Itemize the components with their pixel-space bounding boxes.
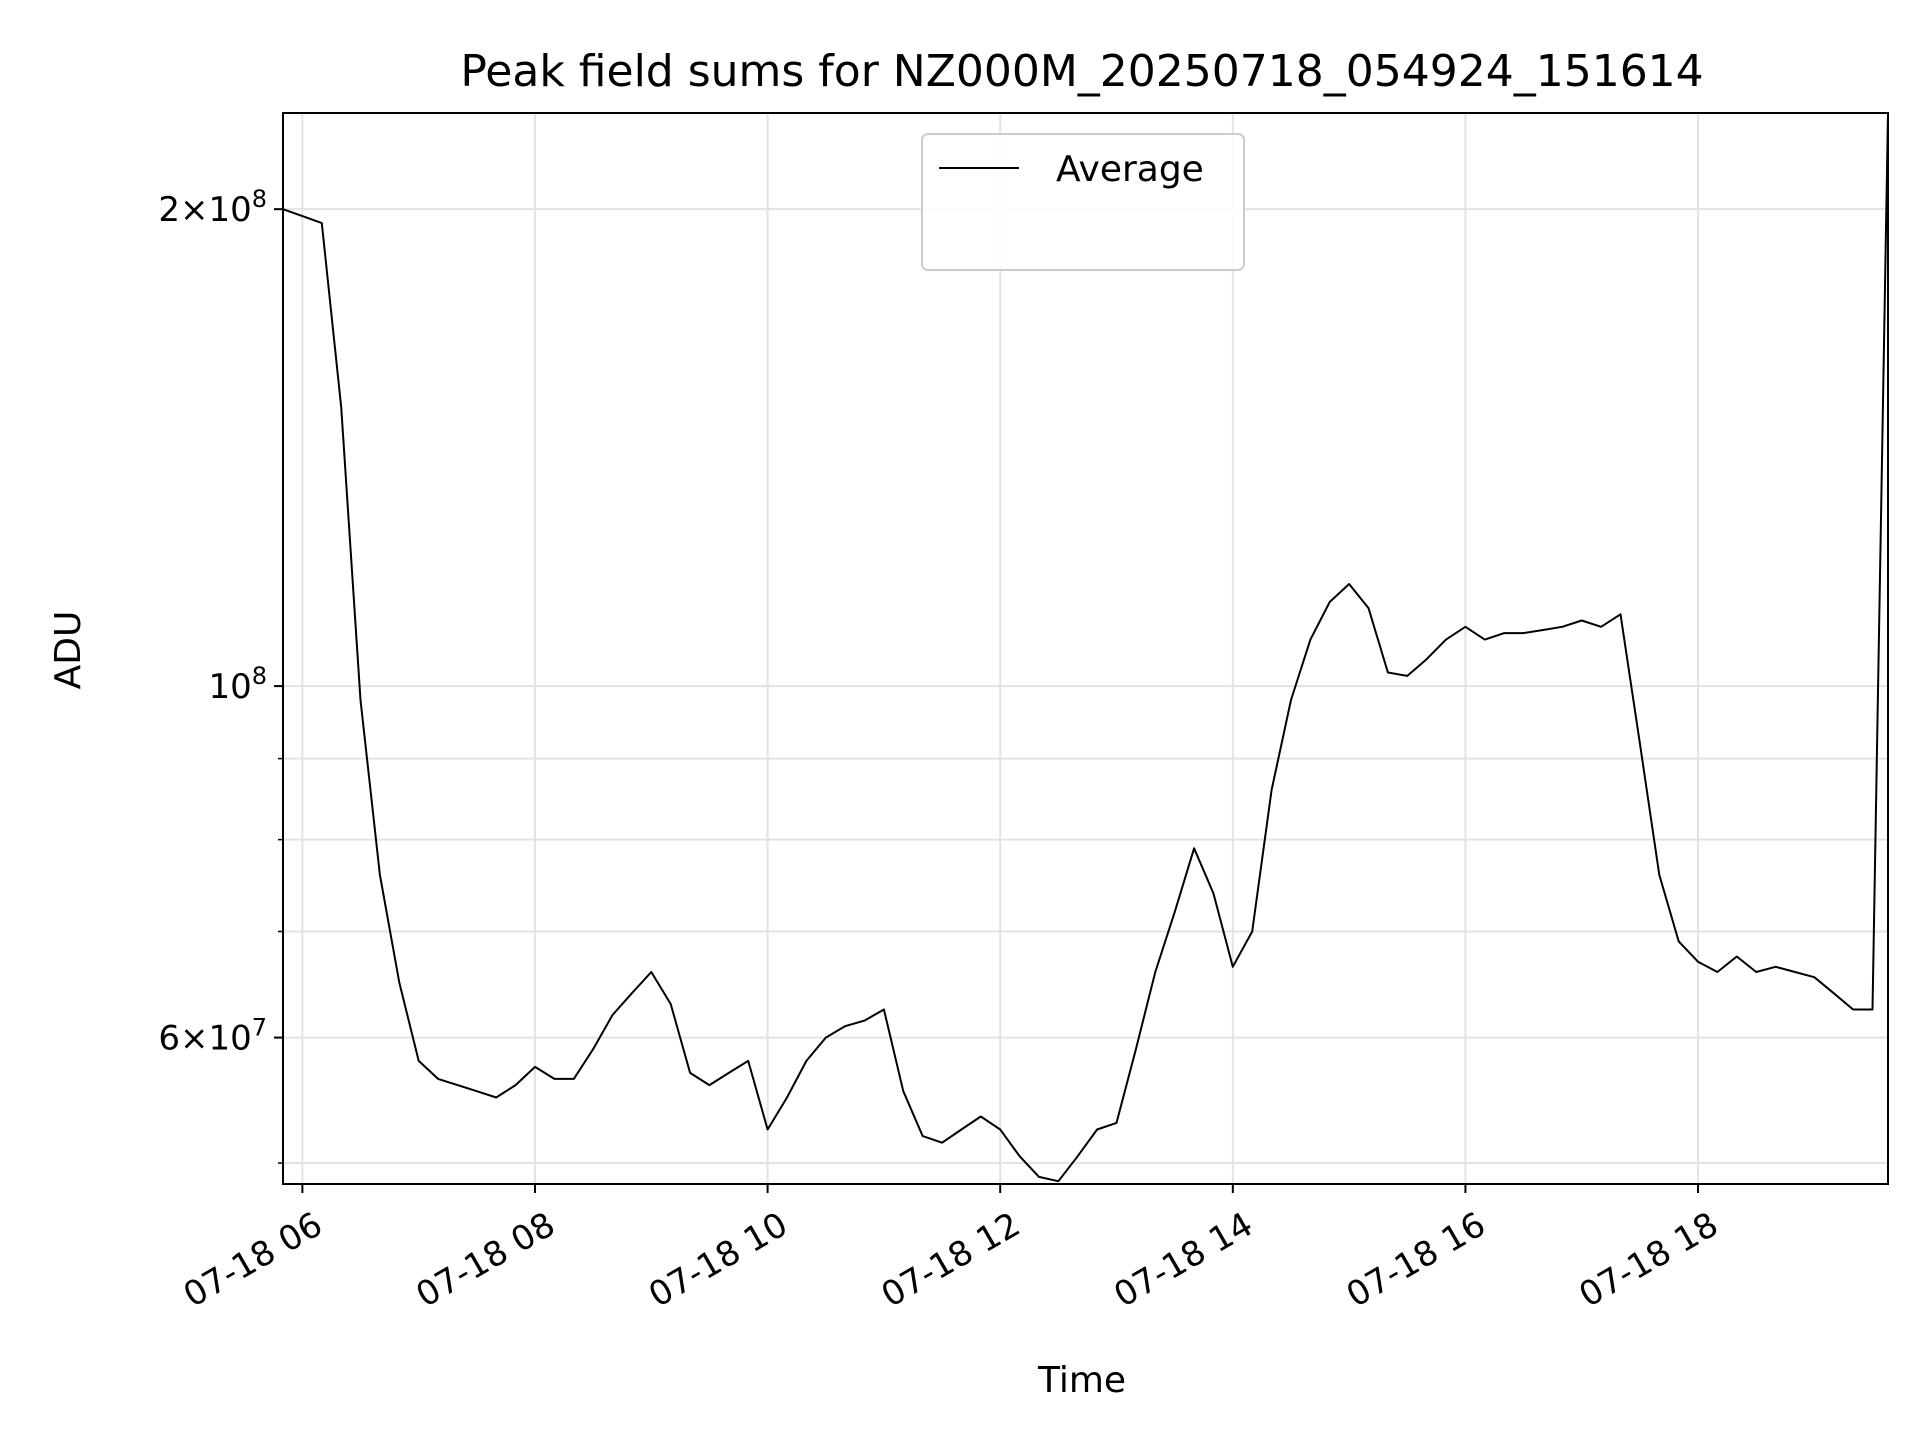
y-tick-label: 2×108 [158, 185, 267, 230]
y-tick-label: 6×107 [158, 1014, 267, 1059]
x-tick-label: 07-18 18 [1573, 1205, 1725, 1316]
grid-lines [283, 113, 1888, 1184]
y-tick-label: 108 [208, 662, 267, 707]
y-ticks: 6×107 108 2×108 [158, 185, 283, 1164]
plot-area: 07-18 06 07-18 08 07-18 10 07-18 12 07-18 14… [158, 112, 1889, 1316]
y-axis-label: ADU [48, 611, 89, 690]
legend-label: Average [1056, 149, 1204, 190]
x-tick-label: 07-18 08 [409, 1205, 561, 1316]
x-tick-label: 07-18 14 [1107, 1205, 1259, 1316]
chart-title: Peak field sums for NZ000M_20250718_0549… [460, 46, 1703, 97]
x-axis-label: Time [1037, 1360, 1126, 1401]
x-tick-label: 07-18 12 [875, 1205, 1027, 1316]
legend: Average [921, 133, 1245, 271]
series-group [283, 113, 1888, 1183]
series-line-average [283, 113, 1888, 1183]
x-ticks: 07-18 06 07-18 08 07-18 10 07-18 12 07-18 14… [177, 1184, 1725, 1316]
axes-frame [282, 112, 1889, 1185]
x-tick-label: 07-18 16 [1340, 1205, 1492, 1316]
x-tick-label: 07-18 06 [177, 1205, 329, 1316]
x-tick-label: 07-18 10 [642, 1205, 794, 1316]
